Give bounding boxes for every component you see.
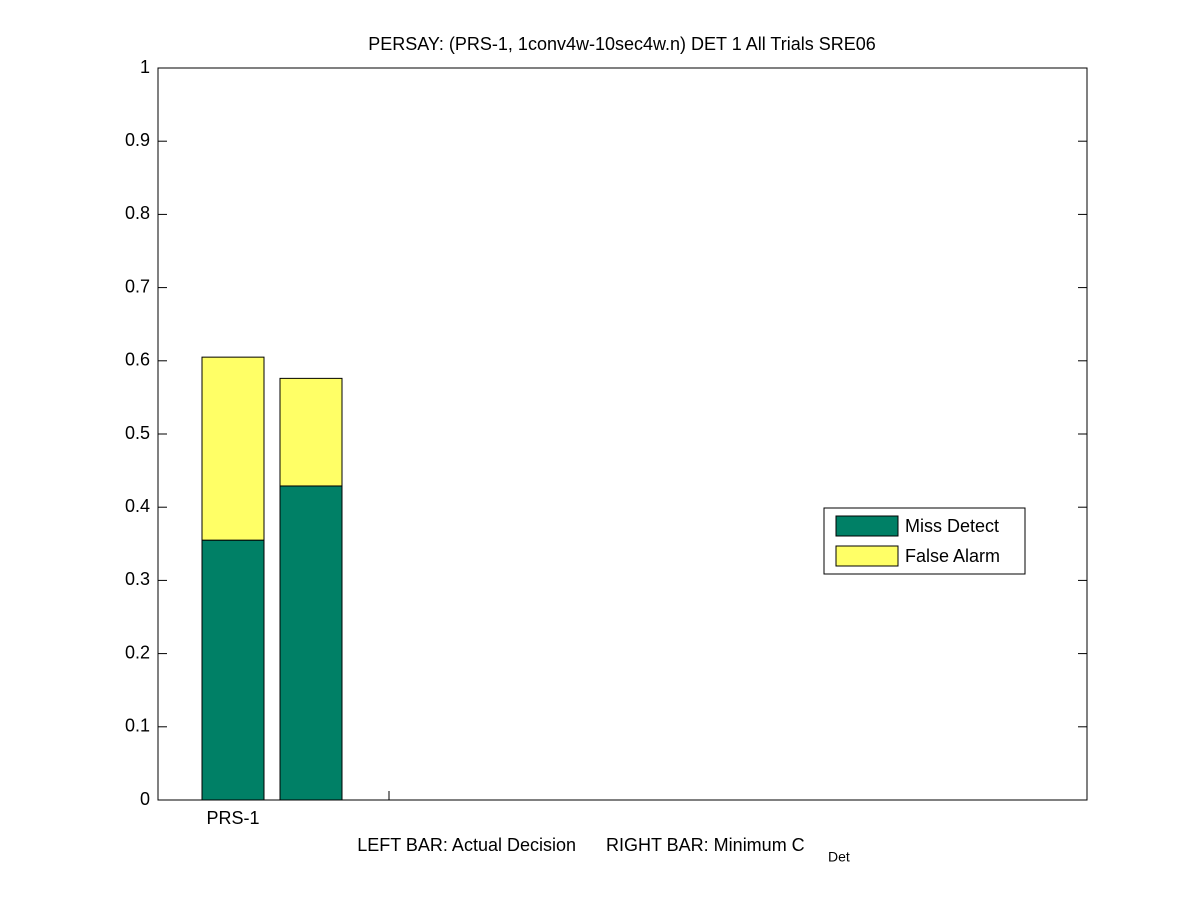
y-tick-label: 0: [140, 789, 150, 809]
bar-segment: [279, 377, 343, 487]
y-tick-label: 0.4: [125, 496, 150, 516]
legend-label: Miss Detect: [905, 516, 999, 536]
bar-segment: [201, 356, 265, 541]
y-tick-label: 0.5: [125, 423, 150, 443]
x-axis-label: LEFT BAR: Actual Decision: [357, 835, 576, 855]
x-axis-label-subscript: Det: [828, 849, 850, 865]
x-tick-label: PRS-1: [206, 808, 259, 828]
y-tick-label: 0.1: [125, 716, 150, 736]
x-axis-label: RIGHT BAR: Minimum C: [606, 835, 805, 855]
legend-swatch: [835, 515, 899, 537]
y-tick-label: 0.7: [125, 276, 150, 296]
legend-swatch: [835, 545, 899, 567]
y-tick-label: 0.2: [125, 642, 150, 662]
y-tick-label: 1: [140, 57, 150, 77]
bar-segment: [279, 485, 343, 801]
y-tick-label: 0.6: [125, 350, 150, 370]
legend-label: False Alarm: [905, 546, 1000, 566]
chart-title: PERSAY: (PRS-1, 1conv4w-10sec4w.n) DET 1…: [368, 34, 876, 54]
y-tick-label: 0.3: [125, 569, 150, 589]
y-tick-label: 0.8: [125, 203, 150, 223]
bar-segment: [201, 539, 265, 801]
y-tick-label: 0.9: [125, 130, 150, 150]
